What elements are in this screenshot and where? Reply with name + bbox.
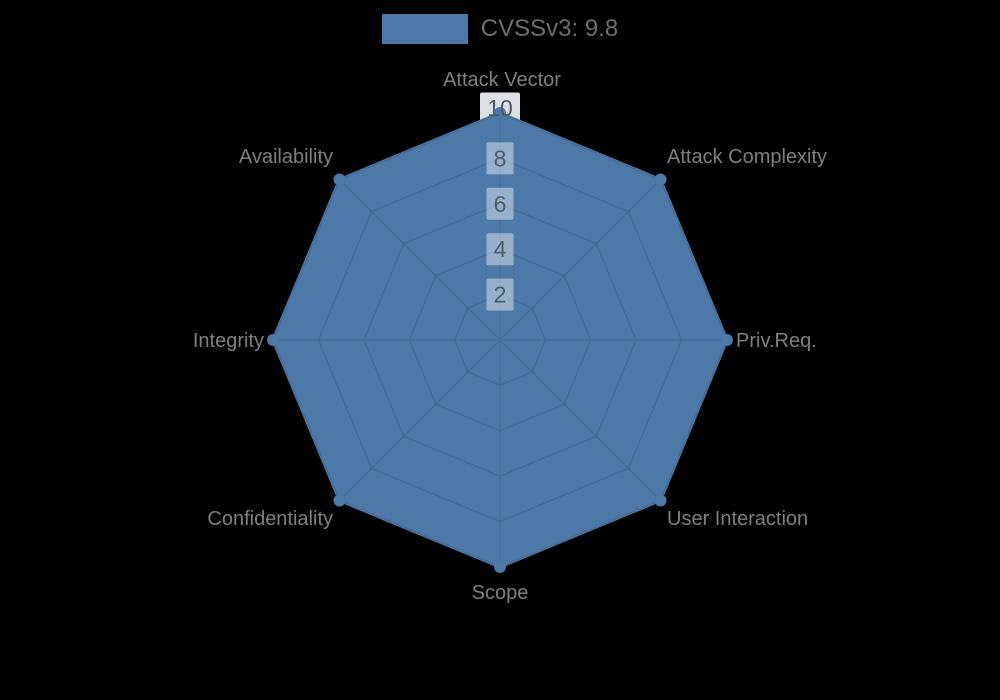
tick-box-8 <box>486 142 514 175</box>
legend-label: CVSSv3: 9.8 <box>480 15 619 42</box>
axis-spoke-availability <box>339 179 501 341</box>
tick-box-2 <box>486 278 514 311</box>
axis-label-availability: Availability <box>239 146 333 168</box>
axis-label-attack-vector: Attack Vector <box>443 69 561 91</box>
vertex-marker-confidentiality <box>333 494 346 507</box>
axis-label-attack-complexity: Attack Complexity <box>667 146 827 168</box>
tick-label-4: 4 <box>494 236 507 262</box>
axis-label-confidentiality: Confidentiality <box>207 508 333 530</box>
axis-label-user-interaction: User Interaction <box>667 508 808 530</box>
vertex-marker-scope <box>494 561 506 573</box>
tick-label-6: 6 <box>494 191 507 217</box>
vertex-marker-availability <box>333 173 346 186</box>
vertex-marker-attack-complexity <box>654 173 667 186</box>
tick-label-2: 2 <box>494 282 507 308</box>
tick-box-6 <box>486 187 514 220</box>
axis-label-priv-req: Priv.Req. <box>736 330 817 352</box>
axis-spoke-confidentiality <box>339 339 501 501</box>
vertex-marker-integrity <box>267 334 279 346</box>
tick-label-8: 8 <box>494 145 507 171</box>
vertex-marker-priv-req <box>721 334 733 346</box>
axis-spoke-user-interaction <box>499 339 661 501</box>
tick-box-4 <box>486 233 514 266</box>
vertex-marker-user-interaction <box>654 494 667 507</box>
axis-spoke-attack-complexity <box>499 179 661 341</box>
legend-item[interactable]: CVSSv3: 9.8 <box>0 14 1000 44</box>
axis-label-scope: Scope <box>472 582 529 604</box>
axis-label-integrity: Integrity <box>193 330 264 352</box>
legend-swatch <box>381 14 468 44</box>
tick-label-10: 10 <box>487 95 513 121</box>
vertex-marker-attack-vector <box>494 107 506 119</box>
